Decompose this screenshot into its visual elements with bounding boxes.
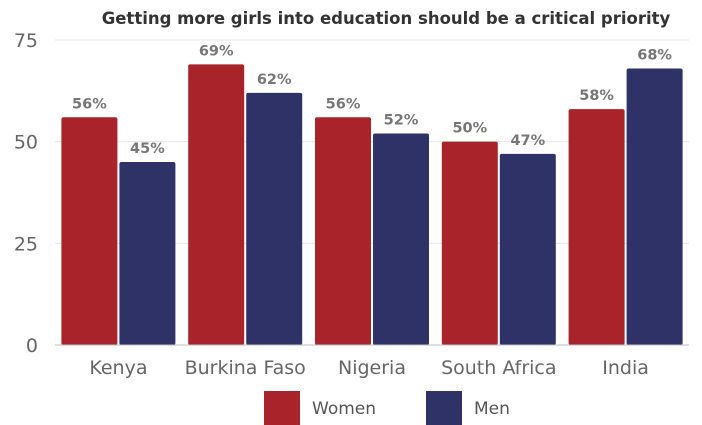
- legend-swatch-women: [264, 391, 300, 425]
- chart-title: Getting more girls into education should…: [102, 9, 671, 28]
- x-tick-label: India: [602, 357, 649, 379]
- legend-label-men: Men: [474, 399, 510, 419]
- data-label: 69%: [199, 43, 234, 59]
- bar-men-india: [626, 68, 683, 345]
- y-tick-label: 75: [14, 30, 38, 52]
- bar-women-burkina-faso: [188, 64, 245, 346]
- data-label: 47%: [510, 133, 545, 149]
- x-tick-label: Burkina Faso: [185, 357, 306, 379]
- data-label: 58%: [579, 88, 614, 104]
- y-tick-label: 0: [26, 335, 38, 357]
- data-label: 52%: [384, 113, 419, 129]
- x-axis: Kenya Burkina Faso Nigeria South Africa Indi…: [89, 357, 649, 379]
- data-label: 50%: [452, 121, 487, 137]
- y-tick-label: 50: [14, 132, 38, 154]
- legend-label-women: Women: [312, 399, 376, 419]
- legend: Women Men: [264, 391, 510, 425]
- legend-swatch-men: [426, 391, 462, 425]
- bar-men-burkina-faso: [246, 92, 303, 345]
- bar-men-kenya: [119, 162, 176, 345]
- bar-women-kenya: [61, 117, 118, 346]
- bar-women-nigeria: [315, 117, 371, 346]
- data-label: 56%: [326, 96, 361, 112]
- data-label: 62%: [257, 72, 292, 88]
- x-tick-label: Nigeria: [338, 357, 406, 379]
- bar-women-india: [568, 109, 625, 345]
- data-label: 56%: [72, 96, 107, 112]
- y-axis: 0 25 50 75: [14, 30, 38, 357]
- data-label: 68%: [637, 47, 672, 63]
- data-label: 45%: [130, 141, 165, 157]
- x-tick-label: Kenya: [89, 357, 147, 379]
- bars-group: [61, 64, 683, 346]
- x-tick-label: South Africa: [441, 357, 556, 379]
- bar-men-nigeria: [373, 133, 429, 345]
- bar-women-south-africa: [441, 141, 498, 345]
- bar-men-south-africa: [499, 153, 556, 345]
- y-tick-label: 25: [14, 233, 38, 255]
- data-labels: 56% 45% 69% 62% 56% 52% 50% 47% 58% 68%: [72, 43, 672, 157]
